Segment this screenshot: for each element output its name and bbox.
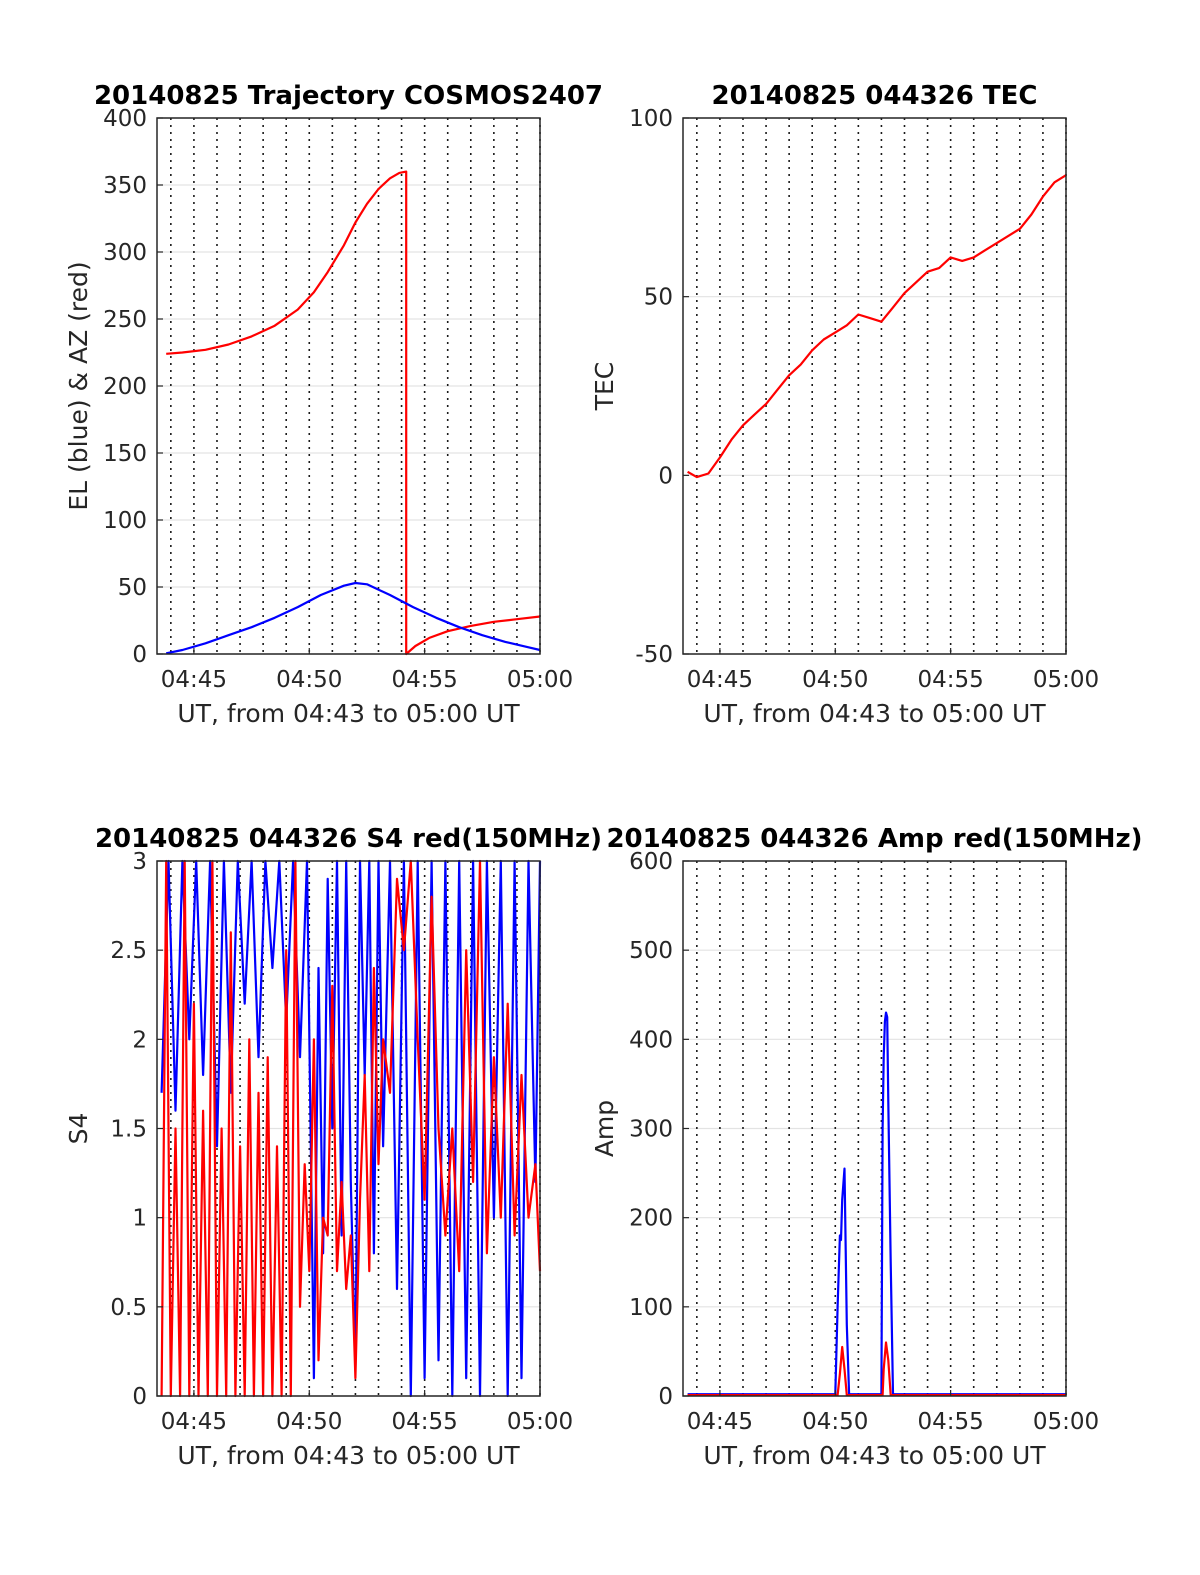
y-tick-label: 1 — [132, 1206, 147, 1232]
y-tick-label: 0 — [132, 642, 147, 668]
y-tick-label: 0 — [658, 1384, 673, 1410]
x-axis-label: UT, from 04:43 to 05:00 UT — [703, 1441, 1046, 1470]
y-axis-label: S4 — [64, 1113, 93, 1145]
y-tick-label: 100 — [629, 1295, 673, 1321]
x-tick-label: 04:55 — [917, 1409, 983, 1435]
series-line-1 — [687, 174, 1067, 479]
x-tick-label: 05:00 — [1033, 1409, 1099, 1435]
series-line-1 — [166, 170, 541, 656]
y-tick-label: 1.5 — [110, 1117, 147, 1143]
y-tick-label: -50 — [635, 642, 673, 668]
chart-title: 20140825 Trajectory COSMOS2407 — [94, 81, 603, 111]
x-tick-label: 04:45 — [687, 1409, 753, 1435]
series-line-2 — [687, 1341, 1066, 1397]
y-tick-label: 300 — [103, 240, 147, 266]
chart-panel-2: -50 0 50 100 04:45 04:50 04:55 05:00 20140825 04… — [590, 81, 1099, 728]
x-tick-label: 04:45 — [687, 667, 753, 693]
x-tick-label: 04:55 — [391, 667, 457, 693]
x-tick-label: 04:50 — [802, 1409, 868, 1435]
series-line-2 — [165, 581, 541, 655]
y-tick-label: 400 — [103, 106, 147, 132]
x-tick-label: 05:00 — [507, 667, 573, 693]
y-axis-label: EL (blue) & AZ (red) — [64, 261, 93, 510]
x-tick-label: 04:50 — [276, 667, 342, 693]
series-line-2 — [160, 859, 542, 1398]
y-tick-label: 350 — [103, 173, 147, 199]
chart-title: 20140825 044326 S4 red(150MHz) — [95, 824, 602, 854]
x-axis-label: UT, from 04:43 to 05:00 UT — [703, 699, 1046, 728]
chart-panel-4: 0 100 200 300 400 500 600 04:45 04:50 04:55 05:00 2… — [590, 824, 1143, 1470]
y-tick-label: 500 — [629, 938, 673, 964]
chart-title: 20140825 044326 TEC — [712, 81, 1038, 111]
y-tick-label: 250 — [103, 307, 147, 333]
y-tick-label: 0 — [658, 463, 673, 489]
x-tick-label: 04:45 — [161, 1409, 227, 1435]
y-tick-label: 3 — [132, 849, 147, 875]
axes-box — [682, 117, 1067, 655]
y-tick-label: 600 — [629, 849, 673, 875]
x-tick-label: 04:45 — [161, 667, 227, 693]
y-tick-label: 100 — [629, 106, 673, 132]
x-tick-label: 04:50 — [276, 1409, 342, 1435]
y-tick-label: 200 — [103, 374, 147, 400]
plot-area — [683, 118, 1066, 654]
x-tick-label: 05:00 — [507, 1409, 573, 1435]
y-tick-label: 2.5 — [110, 938, 147, 964]
x-tick-label: 05:00 — [1033, 667, 1099, 693]
chart-title: 20140825 044326 Amp red(150MHz) — [606, 824, 1142, 854]
y-tick-label: 150 — [103, 441, 147, 467]
y-tick-label: 0 — [132, 1384, 147, 1410]
y-tick-label: 100 — [103, 508, 147, 534]
y-tick-label: 200 — [629, 1206, 673, 1232]
x-tick-label: 04:50 — [802, 667, 868, 693]
y-axis-label: TEC — [590, 362, 619, 412]
y-tick-label: 50 — [118, 575, 147, 601]
x-axis-label: UT, from 04:43 to 05:00 UT — [177, 1441, 520, 1470]
x-tick-label: 04:55 — [917, 667, 983, 693]
y-tick-label: 400 — [629, 1027, 673, 1053]
y-tick-label: 2 — [132, 1027, 147, 1053]
chart-panel-1: 0 50 100 150 200 250 300 350 400 04:45 04:50 04:55 0… — [64, 81, 603, 728]
chart-panel-3: 0 0.5 1 1.5 2 2.5 3 04:45 04:50 04:55 05:00 2014082… — [64, 824, 602, 1470]
y-axis-label: Amp — [590, 1100, 619, 1157]
x-tick-label: 04:55 — [391, 1409, 457, 1435]
y-tick-label: 0.5 — [110, 1295, 147, 1321]
y-tick-label: 50 — [644, 285, 673, 311]
y-tick-label: 300 — [629, 1117, 673, 1143]
x-axis-label: UT, from 04:43 to 05:00 UT — [177, 699, 520, 728]
